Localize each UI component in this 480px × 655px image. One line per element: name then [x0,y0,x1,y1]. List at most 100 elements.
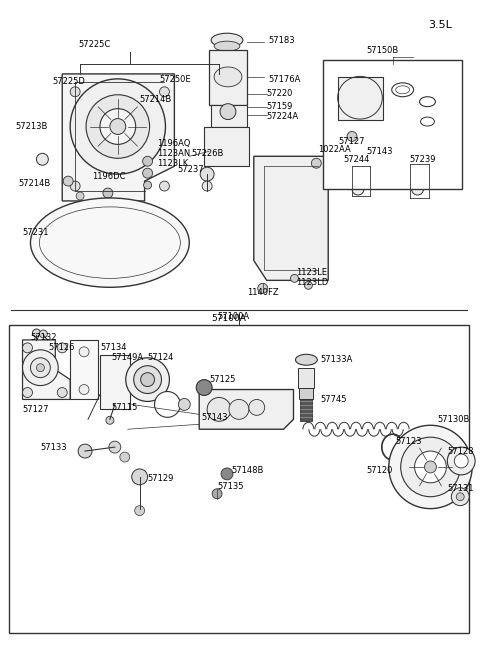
Circle shape [141,373,155,386]
Text: 57133: 57133 [40,443,67,451]
Circle shape [100,109,136,144]
Polygon shape [199,390,293,429]
Bar [211,105,247,126]
Text: 57244: 57244 [343,155,370,164]
Circle shape [447,447,475,475]
Text: 57224A: 57224A [267,112,299,121]
Circle shape [132,469,147,485]
Circle shape [196,380,212,396]
Text: 57231: 57231 [23,228,49,237]
Circle shape [70,181,80,191]
Ellipse shape [30,198,189,288]
Text: 57123: 57123 [396,437,422,445]
Bar [70,340,98,400]
Circle shape [155,392,180,417]
Circle shape [202,181,212,191]
Text: 57133A: 57133A [320,355,353,364]
Text: 57150B: 57150B [366,46,398,54]
Text: 57239: 57239 [409,155,436,164]
Circle shape [179,398,190,411]
Polygon shape [23,340,70,400]
Circle shape [229,400,249,419]
Text: 57131: 57131 [447,484,474,493]
Bar [299,367,314,388]
Text: 57220: 57220 [267,89,293,98]
Circle shape [126,358,169,402]
Circle shape [456,493,464,500]
Bar [209,50,247,105]
Text: 57226B: 57226B [191,149,224,158]
Circle shape [415,451,446,483]
Circle shape [63,176,73,186]
Circle shape [159,87,169,97]
Ellipse shape [420,117,434,126]
Text: 1123LK: 1123LK [157,159,189,168]
Text: 57134: 57134 [100,343,126,352]
Bar [204,126,249,166]
Text: 1123LE: 1123LE [297,268,327,277]
Text: 57176A: 57176A [269,75,301,84]
Circle shape [23,343,33,353]
Circle shape [212,489,222,498]
Bar [300,388,313,400]
Text: 57745: 57745 [320,395,347,404]
Circle shape [76,192,84,200]
Polygon shape [62,74,174,201]
Circle shape [79,347,89,357]
Text: 1196DC: 1196DC [92,172,125,181]
Circle shape [290,274,299,282]
Text: 57149A: 57149A [112,353,144,362]
Circle shape [159,181,169,191]
Circle shape [221,468,233,480]
Ellipse shape [420,97,435,107]
Circle shape [144,181,152,189]
Circle shape [143,168,153,178]
Bar [9,325,469,633]
Circle shape [424,461,436,473]
Circle shape [30,358,50,378]
Circle shape [57,388,67,398]
Text: 57126: 57126 [48,343,75,352]
Polygon shape [254,157,328,280]
Bar [323,60,462,189]
Circle shape [207,398,231,421]
Circle shape [351,166,365,180]
Text: 57120: 57120 [366,466,392,476]
Circle shape [258,284,268,293]
Circle shape [200,167,214,181]
Text: 57135: 57135 [217,482,243,491]
Circle shape [312,159,321,168]
Circle shape [304,282,312,290]
Text: 57214B: 57214B [140,95,172,104]
Text: 57130B: 57130B [437,415,470,424]
Text: 57100A: 57100A [212,314,246,323]
Text: 57214B: 57214B [19,179,51,187]
Circle shape [347,132,357,141]
Text: 57159: 57159 [267,102,293,111]
Circle shape [86,95,150,159]
Ellipse shape [392,83,414,97]
Circle shape [79,384,89,394]
Circle shape [389,425,472,509]
Circle shape [23,388,33,398]
Text: 57127: 57127 [338,137,365,146]
Circle shape [39,330,48,338]
Circle shape [33,329,40,337]
Text: 57183: 57183 [269,35,295,45]
Circle shape [352,183,364,195]
Text: 57148B: 57148B [231,466,264,476]
Circle shape [78,444,92,458]
Text: 1123LD: 1123LD [297,278,329,287]
Ellipse shape [211,33,243,47]
Text: 57132: 57132 [30,333,57,343]
Bar [100,355,130,409]
Text: 57213B: 57213B [15,122,48,131]
Text: 57129: 57129 [147,474,174,483]
Circle shape [120,452,130,462]
Text: 1022AA: 1022AA [318,145,351,154]
Circle shape [36,153,48,165]
Text: 57143: 57143 [366,147,393,156]
Text: 57100A: 57100A [217,312,249,320]
Circle shape [135,506,144,515]
Text: 57237: 57237 [178,164,204,174]
